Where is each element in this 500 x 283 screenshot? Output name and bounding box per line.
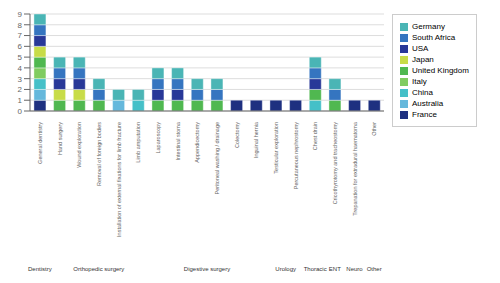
- svg-text:Thoracic: Thoracic: [304, 266, 327, 272]
- svg-text:Colectomy: Colectomy: [234, 122, 240, 148]
- svg-text:Testicular exploration: Testicular exploration: [273, 122, 279, 174]
- svg-text:Trepanation for extradural hae: Trepanation for extradural haematoma: [352, 121, 358, 216]
- svg-text:ENT: ENT: [329, 266, 341, 272]
- svg-text:Laparoscopy: Laparoscopy: [155, 122, 161, 154]
- svg-text:3: 3: [18, 75, 23, 84]
- html-text:USA: USA: [412, 44, 429, 53]
- html-text:Australia: Australia: [412, 99, 444, 108]
- html-text:Italy: Italy: [412, 77, 427, 86]
- svg-text:Digestive surgery: Digestive surgery: [184, 266, 230, 272]
- html-text:Japan: Japan: [412, 55, 434, 64]
- svg-text:Appendicectomy: Appendicectomy: [194, 122, 200, 163]
- html-text:South Africa: South Africa: [412, 33, 456, 42]
- svg-text:Peritoneal washing / drainage: Peritoneal washing / drainage: [214, 122, 220, 194]
- svg-text:Percutaneous nephrostomy: Percutaneous nephrostomy: [293, 122, 299, 190]
- svg-text:Installation of external fixat: Installation of external fixations for l…: [116, 122, 122, 237]
- svg-text:4: 4: [18, 64, 23, 73]
- svg-text:2: 2: [18, 85, 23, 94]
- svg-text:Dentistry: Dentistry: [28, 266, 52, 272]
- svg-text:General dentistry: General dentistry: [37, 122, 43, 164]
- svg-text:5: 5: [18, 53, 23, 62]
- svg-text:Orthopedic surgery: Orthopedic surgery: [73, 266, 124, 272]
- svg-text:Limb amputation: Limb amputation: [135, 122, 141, 163]
- svg-text:0: 0: [18, 107, 23, 116]
- svg-text:Neuro: Neuro: [346, 266, 363, 272]
- svg-text:Intestinal stoma: Intestinal stoma: [175, 121, 181, 160]
- html-text:United Kingdom: United Kingdom: [412, 66, 469, 75]
- svg-text:Cricothyrotomy and tracheostom: Cricothyrotomy and tracheostomy: [332, 122, 338, 204]
- svg-text:Other: Other: [371, 122, 377, 136]
- svg-text:Inguinal hernia: Inguinal hernia: [253, 121, 259, 158]
- html-text:China: China: [412, 88, 433, 97]
- svg-text:9: 9: [18, 10, 23, 19]
- svg-text:Removal of foreign bodies: Removal of foreign bodies: [96, 122, 102, 186]
- svg-text:1: 1: [18, 96, 23, 105]
- html-text:France: France: [412, 110, 437, 119]
- html-text:Germany: Germany: [412, 22, 445, 31]
- svg-text:7: 7: [18, 31, 23, 40]
- svg-text:Hand surgery: Hand surgery: [57, 122, 63, 155]
- svg-text:Chest drain: Chest drain: [312, 122, 318, 150]
- svg-text:6: 6: [18, 42, 23, 51]
- svg-text:Other: Other: [367, 266, 382, 272]
- svg-text:Urology: Urology: [275, 266, 296, 272]
- svg-text:Wound exploration: Wound exploration: [76, 122, 82, 168]
- svg-text:8: 8: [18, 21, 23, 30]
